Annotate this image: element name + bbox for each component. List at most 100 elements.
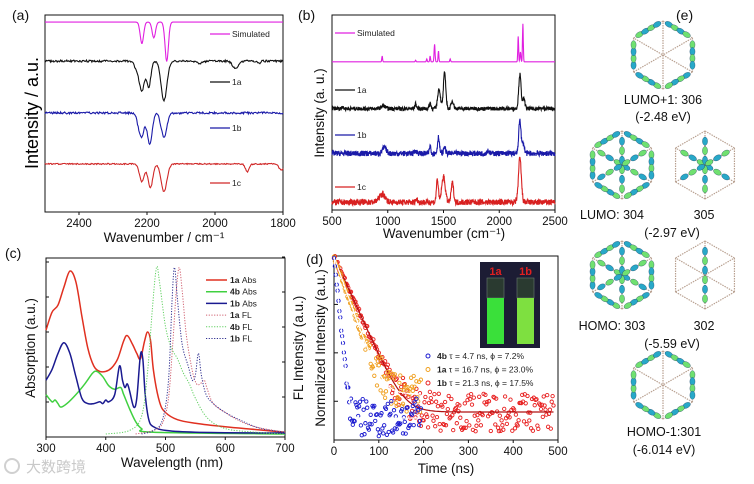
panel-d-point (378, 388, 383, 393)
panel-a-xtick-label: 2000 (202, 218, 228, 230)
panel-c-legend-kind: FL (242, 310, 252, 320)
panel-d-point (362, 432, 367, 437)
inset-label: 1b (519, 266, 532, 278)
panel-c-legend-compound: 4b (230, 322, 242, 332)
panel-d-point (433, 399, 439, 404)
panel-d-point (391, 374, 397, 379)
panel-c-legend-label: 1a FL (230, 310, 252, 320)
orbital-lobe (721, 149, 730, 157)
panel-d-point (394, 376, 399, 381)
panel-d-point (413, 415, 418, 420)
orbital-lobe (605, 168, 614, 176)
panel-d-point (515, 423, 520, 428)
panel-d-point (357, 399, 363, 404)
panel-d-xtick-label: 300 (459, 446, 478, 458)
panel-b-legend-label: 1c (357, 182, 367, 192)
panel-d-point (477, 394, 482, 399)
panel-d-point (435, 404, 441, 409)
orbital-lobe (605, 264, 614, 272)
panel-d-point (469, 402, 475, 407)
molecule-bond (633, 367, 693, 403)
orbital-lobe (702, 146, 708, 156)
orbital-lobe (638, 283, 647, 291)
orbital-lobe (594, 182, 603, 189)
orbital-lobe (605, 154, 614, 162)
panel-d-point (496, 428, 502, 434)
orbital-label-lumo: LUMO: 304 (580, 208, 644, 222)
panel-d-point (367, 421, 372, 427)
panel-c-legend-compound: 1b (230, 298, 242, 308)
panel-d-point (394, 403, 399, 409)
panel-c-series-4b-Abs (45, 370, 286, 435)
panel-d-point (396, 396, 401, 401)
panel-d-point (490, 410, 495, 415)
molecular-orbital-plot (674, 130, 736, 200)
panel-d-point (523, 401, 528, 406)
orbital-label-lumo1: LUMO+1: 306 (624, 93, 702, 107)
panel-c-legend-compound: 1a (230, 275, 242, 285)
panel-d-point (462, 401, 467, 406)
panel-d-point (391, 376, 397, 381)
panel-d-point (468, 397, 473, 402)
panel-b-xtick-label: 1000 (375, 216, 401, 228)
orbital-label-302: 302 (694, 319, 715, 333)
panel-d-point (521, 419, 527, 424)
panel-d-point (532, 403, 537, 408)
orbital-energy-homo1: (-6.014 eV) (633, 443, 696, 457)
panel-d-point (417, 390, 423, 396)
panel-a-legend-label: 1c (232, 178, 242, 188)
panel-d-point (363, 421, 368, 426)
molecular-orbital-plot (589, 240, 655, 310)
panel-d-point (372, 403, 377, 409)
panel-c-legend-label: 1b FL (230, 334, 252, 344)
panel-d-point (412, 384, 417, 389)
orbital-lobe (696, 164, 705, 171)
panel-d-point (360, 396, 365, 402)
panel-b-xlabel: Wavenumber (cm⁻¹) (383, 226, 505, 241)
panel-d-point (450, 413, 455, 418)
panel-d-point (363, 347, 368, 352)
panel-d-point (458, 415, 463, 420)
panel-d-legend-compound: 1b (437, 378, 449, 388)
orbital-lobe (664, 412, 673, 419)
orbital-lobe (597, 149, 606, 157)
panel-d-point (429, 399, 434, 405)
orbital-lobe (619, 284, 625, 294)
panel-d-point (373, 418, 378, 424)
panel-d-point (385, 362, 390, 367)
panel-d-point (460, 426, 466, 431)
panel-d-point (476, 418, 481, 423)
panel-d-point (382, 359, 388, 364)
panel-d-point (404, 409, 409, 414)
cuvette-cap (516, 277, 535, 299)
panel-d-legend-marker (425, 367, 431, 372)
molecular-orbital-plot (589, 130, 655, 200)
orbital-lobe (682, 31, 691, 38)
orbital-lobe (702, 265, 708, 275)
orbital-lobe (635, 402, 644, 409)
orbital-lobe (623, 302, 632, 309)
panel-d-point (389, 398, 394, 404)
panel-d-point (486, 399, 492, 404)
panel-d-point (513, 412, 519, 417)
panel-d-point (418, 406, 424, 411)
panel-d-point (547, 407, 553, 412)
orbital-lobe (638, 259, 647, 267)
panel-d-point (541, 394, 546, 399)
panel-d-point (548, 426, 553, 431)
panel-d-point (500, 423, 505, 428)
panel-d-point (400, 401, 406, 406)
molecular-orbital-plot (630, 20, 696, 90)
panel-c-xtick-label: 700 (275, 443, 294, 455)
orbital-lobe (689, 390, 696, 400)
panel-d-point (407, 392, 412, 397)
orbital-lobe (702, 275, 708, 285)
panel-d-point (538, 406, 544, 412)
panel-d-point (528, 410, 533, 415)
panel-c-legend-kind: Abs (242, 298, 257, 308)
panel-d-point (391, 408, 397, 413)
molecule-bond (704, 240, 735, 259)
panel-d-point (352, 419, 357, 424)
orbital-lobe (630, 168, 639, 176)
panel-d-point (475, 412, 480, 418)
